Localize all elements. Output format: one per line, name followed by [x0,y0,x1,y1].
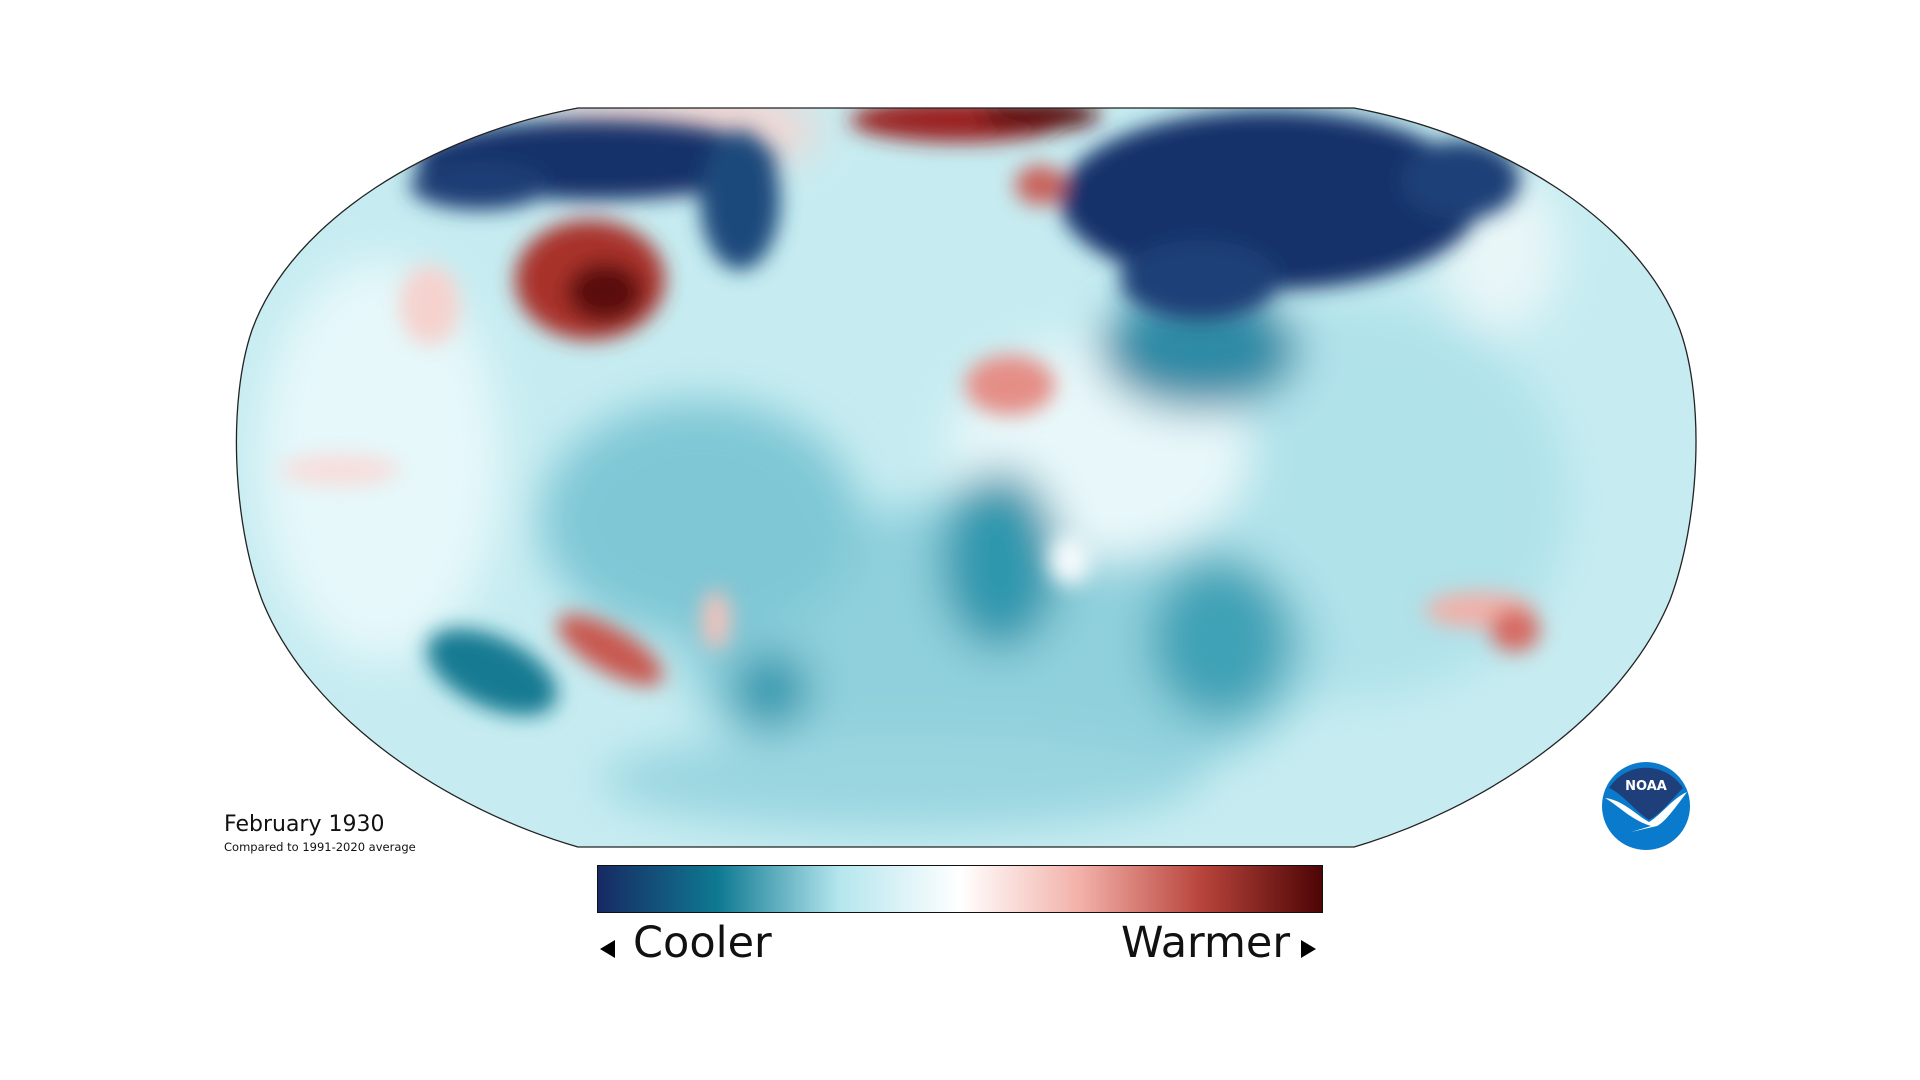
triangle-left-icon [600,940,615,958]
map-title: February 1930 [224,812,385,837]
noaa-logo: NOAA [1602,762,1690,850]
logo-text: NOAA [1625,779,1667,794]
color-scale-bar [597,865,1323,913]
cooler-label: Cooler [633,918,772,968]
warmer-label: Warmer [1120,918,1290,968]
triangle-right-icon [1301,940,1316,958]
map-subtitle: Compared to 1991-2020 average [224,840,416,854]
